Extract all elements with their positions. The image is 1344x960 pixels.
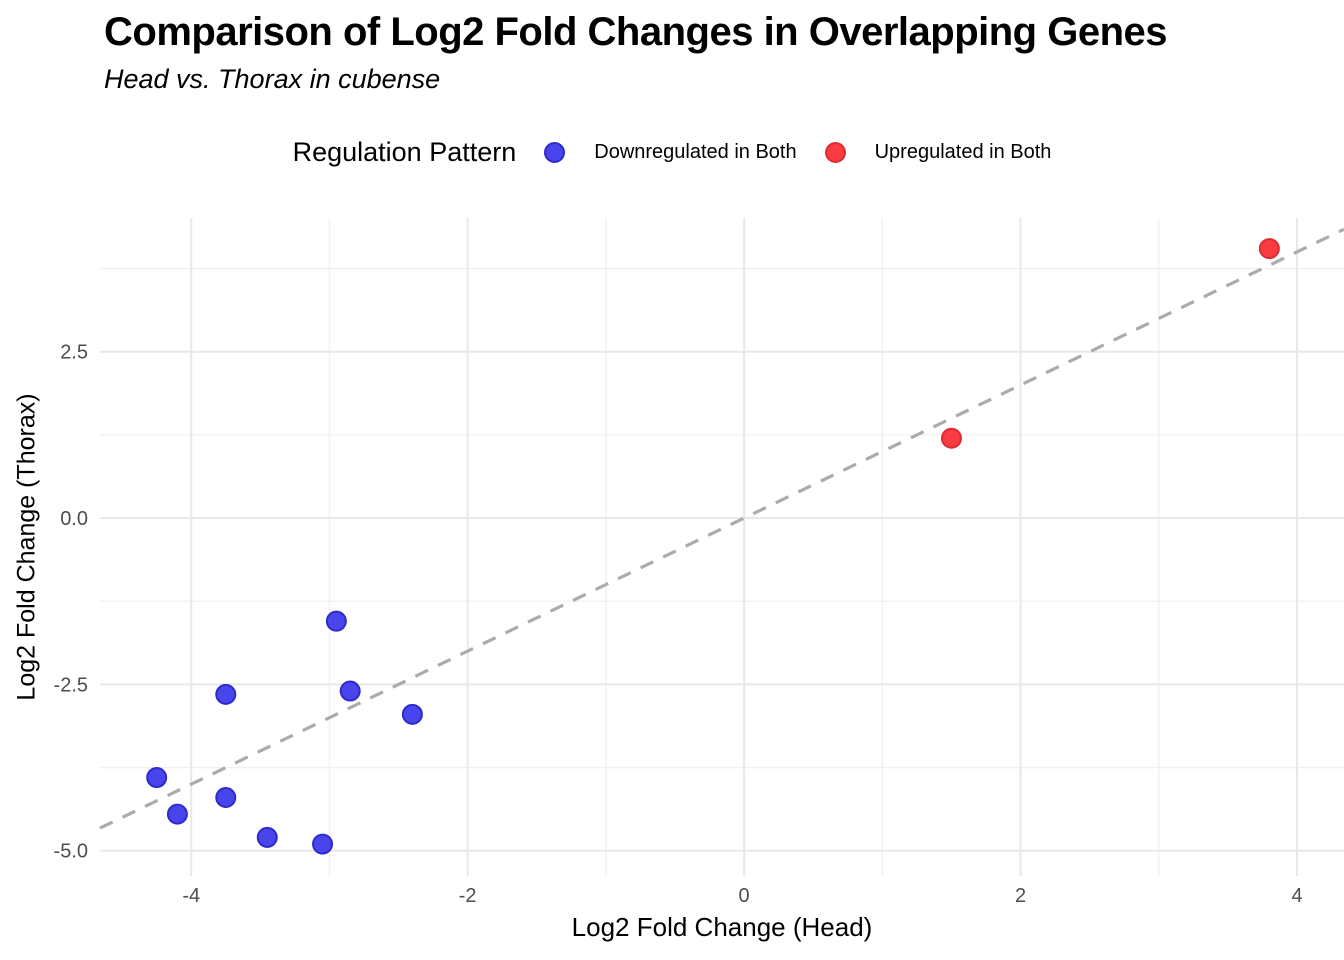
x-axis-title: Log2 Fold Change (Head): [571, 912, 873, 942]
upregulated-swatch-icon: [824, 141, 846, 163]
y-tick-label: 2.5: [60, 342, 88, 364]
x-tick-label: -2: [459, 885, 477, 907]
downregulated-point: [325, 610, 347, 632]
downregulated-point: [312, 833, 334, 855]
downregulated-point: [401, 703, 423, 725]
upregulated-point: [1258, 238, 1280, 260]
chart-title: Comparison of Log2 Fold Changes in Overl…: [104, 10, 1168, 54]
downregulated-point: [256, 826, 278, 848]
chart-subtitle: Head vs. Thorax in cubense: [104, 64, 441, 94]
downregulated-point: [339, 680, 361, 702]
upregulated-point: [940, 427, 962, 449]
downregulated-point: [215, 683, 237, 705]
downregulated-point: [146, 767, 168, 789]
downregulated-swatch-icon: [544, 141, 566, 163]
y-tick-label: -2.5: [54, 674, 88, 696]
x-tick-label: -4: [182, 885, 200, 907]
legend: Regulation Pattern Downregulated in Both…: [0, 131, 1344, 173]
identity-reference-line: [99, 227, 1344, 830]
x-tick-label: 2: [1015, 885, 1026, 907]
legend-label-upregulated: Upregulated in Both: [874, 140, 1052, 163]
downregulated-point: [215, 786, 237, 808]
legend-title: Regulation Pattern: [292, 136, 517, 167]
legend-item-downregulated: Downregulated in Both: [544, 140, 797, 164]
x-tick-label: 0: [739, 885, 750, 907]
legend-item-upregulated: Upregulated in Both: [824, 140, 1052, 164]
y-tick-label: -5.0: [54, 841, 88, 863]
y-tick-label: 0.0: [60, 508, 88, 530]
downregulated-point: [166, 803, 188, 825]
legend-label-downregulated: Downregulated in Both: [594, 140, 797, 163]
x-tick-label: 4: [1291, 885, 1302, 907]
